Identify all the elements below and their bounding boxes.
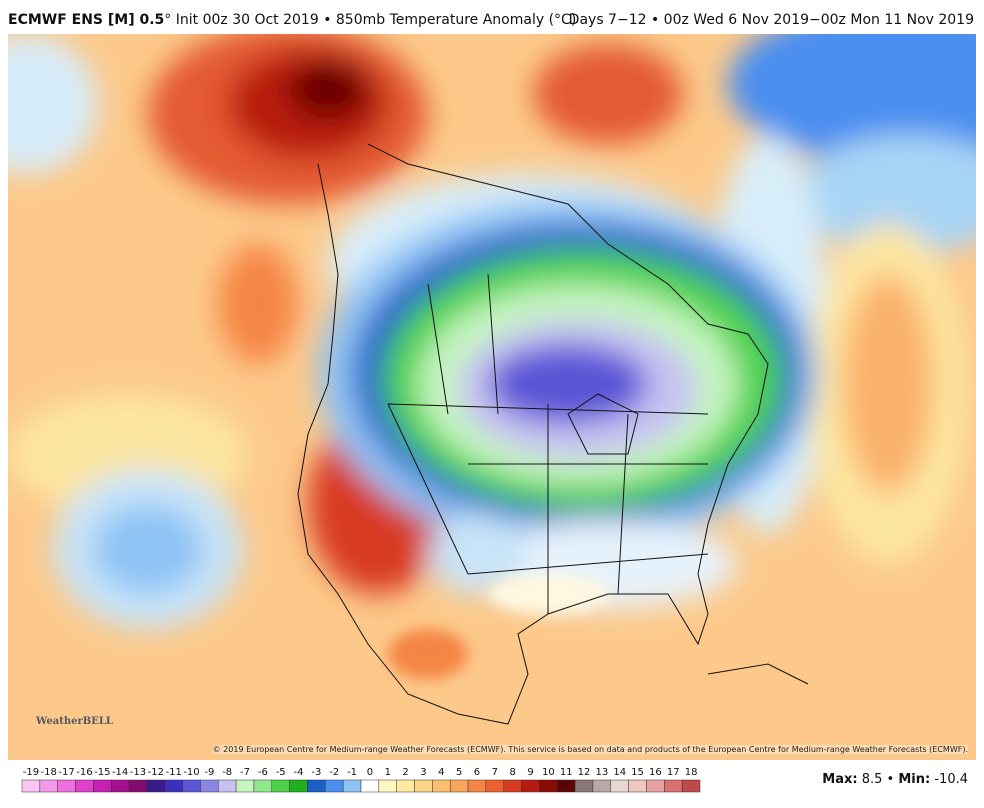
colorbar-swatch	[164, 779, 183, 793]
colorbar-label: -13	[130, 767, 146, 778]
colorbar-label: 0	[367, 767, 373, 778]
colorbar-swatch	[467, 779, 487, 793]
colorbar-swatch	[218, 779, 237, 793]
colorbar-swatch	[325, 779, 344, 793]
colorbar-label: -6	[258, 767, 268, 778]
title-details: ° Init 00z 30 Oct 2019 • 850mb Temperatu…	[164, 12, 577, 28]
colorbar-label: -3	[311, 767, 321, 778]
colorbar-swatch	[200, 779, 219, 793]
colorbar-swatch	[360, 779, 380, 793]
min-label: Min:	[898, 772, 931, 787]
colorbar-swatch	[182, 779, 201, 793]
colorbar-swatch	[574, 779, 594, 793]
colorbar-label: -18	[41, 767, 57, 778]
coastlines	[297, 143, 809, 725]
colorbar-label: -19	[23, 767, 39, 778]
colorbar-label: 5	[456, 767, 462, 778]
colorbar-swatch	[110, 779, 130, 793]
colorbar-swatch	[610, 779, 629, 793]
colorbar-label: -16	[76, 767, 92, 778]
colorbar-label: -14	[112, 767, 128, 778]
colorbar-label: 8	[509, 767, 515, 778]
colorbar-swatch	[485, 779, 504, 793]
anomaly-map	[8, 34, 976, 760]
colorbar-label: 1	[385, 767, 391, 778]
colorbar-label: 16	[649, 767, 662, 778]
colorbar-label: 17	[667, 767, 680, 778]
valid-period: Days 7−12 • 00z Wed 6 Nov 2019−00z Mon 1…	[568, 12, 974, 28]
colorbar-swatch	[235, 779, 255, 793]
min-value: -10.4	[934, 772, 968, 787]
max-label: Max:	[822, 772, 858, 787]
colorbar-swatch	[539, 779, 558, 793]
colorbar-swatch	[396, 779, 415, 793]
colorbar-swatch	[414, 779, 433, 793]
colorbar-label: -8	[222, 767, 232, 778]
colorbar-swatch	[646, 779, 665, 793]
colorbar-label: 14	[613, 767, 626, 778]
colorbar-label: 9	[527, 767, 533, 778]
colorbar: -19 -18 -17 -16 -15 -14 -13 -12 -11 -10 -9 -8 -7 -6 -5…	[21, 767, 701, 793]
copyright: © 2019 European Centre for Medium-range …	[212, 745, 968, 754]
colorbar-label: 4	[438, 767, 444, 778]
title: ECMWF ENS [M] 0.5° Init 00z 30 Oct 2019 …	[8, 12, 576, 28]
stats: Max: 8.5 • Min: -10.4	[822, 772, 968, 787]
colorbar-swatch	[271, 779, 290, 793]
colorbar-label: 10	[542, 767, 555, 778]
colorbar-swatch	[592, 779, 612, 793]
model-name: ECMWF ENS [M] 0.5	[8, 12, 165, 28]
colorbar-label: -4	[294, 767, 304, 778]
anomaly-field	[8, 34, 976, 629]
colorbar-swatch	[521, 779, 540, 793]
colorbar-swatch	[21, 779, 41, 793]
colorbar-label: 18	[685, 767, 698, 778]
colorbar-label: -7	[240, 767, 250, 778]
colorbar-label: -11	[165, 767, 181, 778]
colorbar-swatch	[432, 779, 451, 793]
colorbar-swatch	[342, 779, 362, 793]
colorbar-swatch	[378, 779, 397, 793]
colorbar-label: 2	[402, 767, 408, 778]
colorbar-label: 7	[492, 767, 498, 778]
colorbar-label: -12	[148, 767, 164, 778]
colorbar-label: 13	[596, 767, 609, 778]
colorbar-swatch	[39, 779, 58, 793]
colorbar-label: 3	[420, 767, 426, 778]
colorbar-swatch	[449, 779, 469, 793]
colorbar-swatch	[289, 779, 308, 793]
colorbar-swatch	[503, 779, 522, 793]
colorbar-label: -2	[329, 767, 339, 778]
max-value: 8.5	[861, 772, 883, 787]
colorbar-swatch	[681, 779, 701, 793]
colorbar-label: -15	[94, 767, 110, 778]
colorbar-label: 15	[631, 767, 644, 778]
colorbar-swatch	[128, 779, 148, 793]
colorbar-swatch	[664, 779, 683, 793]
separator: •	[886, 772, 895, 787]
colorbar-swatch	[93, 779, 112, 793]
colorbar-label: -1	[347, 767, 357, 778]
colorbar-swatch	[57, 779, 76, 793]
colorbar-swatch	[253, 779, 273, 793]
colorbar-swatch	[146, 779, 165, 793]
colorbar-label: 11	[560, 767, 573, 778]
colorbar-swatch	[628, 779, 647, 793]
colorbar-swatch	[75, 779, 94, 793]
colorbar-swatch	[307, 779, 326, 793]
colorbar-label: 6	[474, 767, 480, 778]
colorbar-label: -10	[183, 767, 199, 778]
colorbar-label: -17	[58, 767, 74, 778]
colorbar-label: 12	[578, 767, 591, 778]
colorbar-swatch	[557, 779, 576, 793]
colorbar-label: -5	[276, 767, 286, 778]
logo: WeatherBELL	[36, 716, 113, 727]
colorbar-label: -9	[204, 767, 214, 778]
